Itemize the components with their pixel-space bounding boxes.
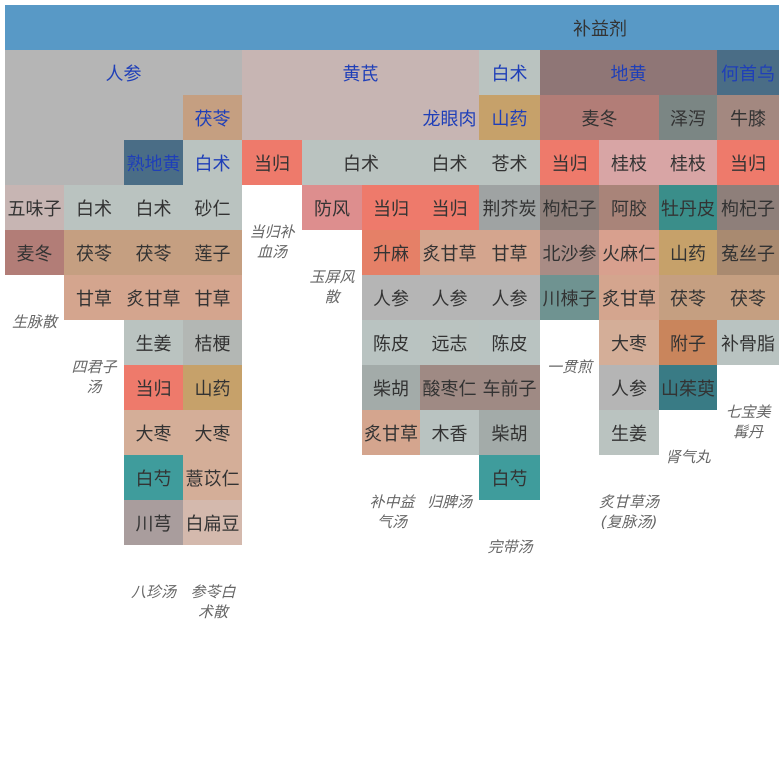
group-header-huangqi: 黄芪 <box>242 50 479 95</box>
herb-fuling: 茯苓 <box>717 275 779 320</box>
formula-caption: 七宝美髯丹 <box>725 403 771 441</box>
herb-zhigancao: 炙甘草 <box>420 230 479 275</box>
herb-muxiang: 木香 <box>420 410 479 455</box>
herb-fuling: 茯苓 <box>64 230 124 275</box>
herb-renshen: 人参 <box>420 275 479 320</box>
root-node: 补益剂 <box>5 5 779 50</box>
herb-zhigancao: 炙甘草 <box>599 275 659 320</box>
herb-baizhu: 白术 <box>124 185 183 230</box>
herb-renshen: 人参 <box>479 275 540 320</box>
herb-baibiandou: 白扁豆 <box>183 500 242 545</box>
herb-shengjiang: 生姜 <box>124 320 183 365</box>
group-block-huangqi <box>242 95 420 140</box>
herb-beishashen: 北沙参 <box>540 230 599 275</box>
herb-cheqianzi: 车前子 <box>479 365 540 410</box>
herb-danggui: 当归 <box>242 140 302 185</box>
herb-lianzi: 莲子 <box>183 230 242 275</box>
group-header-renshen: 人参 <box>5 50 242 95</box>
herb-danggui: 当归 <box>362 185 420 230</box>
formula-caption: 当归补血汤 <box>249 223 295 261</box>
herb-danggui: 当归 <box>717 140 779 185</box>
herb-yuanzhi: 远志 <box>420 320 479 365</box>
herb-baizhu: 白术 <box>183 140 242 185</box>
herb-danggui: 当归 <box>540 140 599 185</box>
herb-fuling: 茯苓 <box>183 95 242 140</box>
formula-caption: 完带汤 <box>487 538 533 556</box>
herb-shengma: 升麻 <box>362 230 420 275</box>
herb-gancao: 甘草 <box>64 275 124 320</box>
herb-baizhu: 白术 <box>302 140 420 185</box>
herb-chenpi: 陈皮 <box>479 320 540 365</box>
herb-shanyao: 山药 <box>479 95 540 140</box>
herb-baizhu: 白术 <box>420 140 479 185</box>
group-header-heshouwu: 何首乌 <box>717 50 779 95</box>
herb-gancao: 甘草 <box>183 275 242 320</box>
herb-renshen: 人参 <box>362 275 420 320</box>
herb-shanzhuyu: 山茱萸 <box>659 365 717 410</box>
herb-ejiao: 阿胶 <box>599 185 659 230</box>
herb-gouqizi: 枸杞子 <box>717 185 779 230</box>
formula-caption: 玉屏风散 <box>309 268 355 306</box>
herb-maidong: 麦冬 <box>5 230 64 275</box>
herb-chenpi: 陈皮 <box>362 320 420 365</box>
group-block-renshen <box>5 95 124 185</box>
herb-fangfeng: 防风 <box>302 185 362 230</box>
herb-shanyao: 山药 <box>659 230 717 275</box>
herb-fuling: 茯苓 <box>659 275 717 320</box>
herb-mudanpi: 牡丹皮 <box>659 185 717 230</box>
herb-baishao: 白芍 <box>124 455 183 500</box>
formula-caption: 参苓白术散 <box>190 583 236 621</box>
herb-shudihuang: 熟地黄 <box>124 140 183 185</box>
herb-danggui: 当归 <box>420 185 479 230</box>
herb-zexie: 泽泻 <box>659 95 717 140</box>
herb-chaihu: 柴胡 <box>479 410 540 455</box>
herb-shengjiang: 生姜 <box>599 410 659 455</box>
herb-zhigancao: 炙甘草 <box>124 275 183 320</box>
herb-jiegeng: 桔梗 <box>183 320 242 365</box>
herb-chuanxiong: 川芎 <box>124 500 183 545</box>
group-header-dihuang: 地黄 <box>540 50 717 95</box>
formula-caption: 一贯煎 <box>546 358 592 376</box>
herb-sharen: 砂仁 <box>183 185 242 230</box>
herb-dazao: 大枣 <box>183 410 242 455</box>
herb-danggui: 当归 <box>124 365 183 410</box>
herb-zhigancao: 炙甘草 <box>362 410 420 455</box>
herb-jingjietan: 荆芥炭 <box>479 185 540 230</box>
formula-caption: 四君子汤 <box>71 358 117 396</box>
herb-guizhi: 桂枝 <box>599 140 659 185</box>
group-block-renshen <box>124 95 183 140</box>
herb-huomaren: 火麻仁 <box>599 230 659 275</box>
formula-caption: 补中益气汤 <box>369 493 415 531</box>
herb-niuxi: 牛膝 <box>717 95 779 140</box>
herb-maidong: 麦冬 <box>540 95 659 140</box>
formula-caption: 肾气丸 <box>665 448 711 466</box>
herb-baizhu: 白术 <box>64 185 124 230</box>
herb-shanyao: 山药 <box>183 365 242 410</box>
herb-baishao: 白芍 <box>479 455 540 500</box>
herb-longyanrou: 龙眼肉 <box>420 95 479 140</box>
herb-cangzhu: 苍术 <box>479 140 540 185</box>
herb-dazao: 大枣 <box>124 410 183 455</box>
herb-fuling: 茯苓 <box>124 230 183 275</box>
herb-yiyiren: 薏苡仁 <box>183 455 242 500</box>
formula-caption: 归脾汤 <box>426 493 472 511</box>
herb-gancao: 甘草 <box>479 230 540 275</box>
group-header-baizhu: 白术 <box>479 50 540 95</box>
herb-fuzi: 附子 <box>659 320 717 365</box>
herb-chaihu: 柴胡 <box>362 365 420 410</box>
herb-renshen: 人参 <box>599 365 659 410</box>
herb-chuanlianzi: 川楝子 <box>540 275 599 320</box>
herb-wuweizi: 五味子 <box>5 185 64 230</box>
formula-caption: 八珍汤 <box>130 583 176 601</box>
formula-caption: 炙甘草汤(复脉汤) <box>598 493 659 531</box>
herb-guizhi: 桂枝 <box>659 140 717 185</box>
herb-tusizi: 菟丝子 <box>717 230 779 275</box>
herb-dazao: 大枣 <box>599 320 659 365</box>
herb-gouqizi: 枸杞子 <box>540 185 599 230</box>
herb-buguzhi: 补骨脂 <box>717 320 779 365</box>
herb-suanzaoren: 酸枣仁 <box>420 365 479 410</box>
formula-caption: 生脉散 <box>11 313 57 331</box>
